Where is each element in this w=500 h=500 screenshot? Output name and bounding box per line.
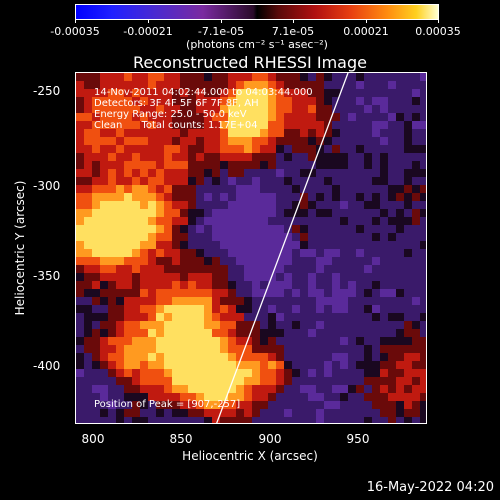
limb-line — [216, 73, 349, 423]
y-axis-label: Heliocentric Y (arcsec) — [13, 180, 27, 316]
colorbar-tick-label: -7.1e-05 — [197, 25, 245, 38]
colorbar-tick — [221, 19, 222, 23]
detectors-text: Detectors: 3F 4F 5F 6F 7F 8F, AH — [94, 98, 259, 109]
energy-range-text: Energy Range: 25.0 - 50.0 keV — [94, 109, 247, 120]
colorbar-tick-label: -0.00035 — [50, 25, 100, 38]
x-tick-label: 900 — [258, 432, 282, 446]
y-tick-label: -350 — [33, 269, 61, 283]
colorbar-tick — [366, 19, 367, 23]
colorbar-units: (photons cm⁻² s⁻¹ asec⁻²) — [186, 38, 328, 51]
y-tick-label: -250 — [33, 84, 61, 98]
colorbar-tick — [75, 19, 76, 23]
colorbar-tick-label: 0.00035 — [415, 25, 461, 38]
colorbar-tick-label: 7.1e-05 — [271, 25, 315, 38]
clean-counts-text: Clean Total counts: 1.17E+04 — [94, 120, 258, 131]
colorbar-tick-label: 0.00021 — [343, 25, 389, 38]
x-tick-label: 800 — [81, 432, 105, 446]
peak-position-text: Position of Peak = [907,-257] — [94, 399, 241, 410]
x-axis-label: Heliocentric X (arcsec) — [182, 449, 318, 463]
colorbar-tick-label: -0.00021 — [123, 25, 173, 38]
colorbar — [75, 4, 439, 20]
heatmap-image — [76, 73, 426, 423]
time-range-text: 14-Nov-2011 04:02:44.000 to 04:03:44.000 — [94, 87, 313, 98]
y-tick-label: -400 — [33, 359, 61, 373]
x-tick-label: 950 — [346, 432, 370, 446]
timestamp-footer: 16-May-2022 04:20 — [366, 480, 494, 495]
x-tick-label: 850 — [169, 432, 193, 446]
image-plot: 14-Nov-2011 04:02:44.000 to 04:03:44.000… — [75, 72, 427, 424]
colorbar-tick — [438, 19, 439, 23]
plot-title: Reconstructed RHESSI Image — [133, 53, 367, 72]
colorbar-tick — [148, 19, 149, 23]
colorbar-tick — [293, 19, 294, 23]
y-tick-label: -300 — [33, 179, 61, 193]
